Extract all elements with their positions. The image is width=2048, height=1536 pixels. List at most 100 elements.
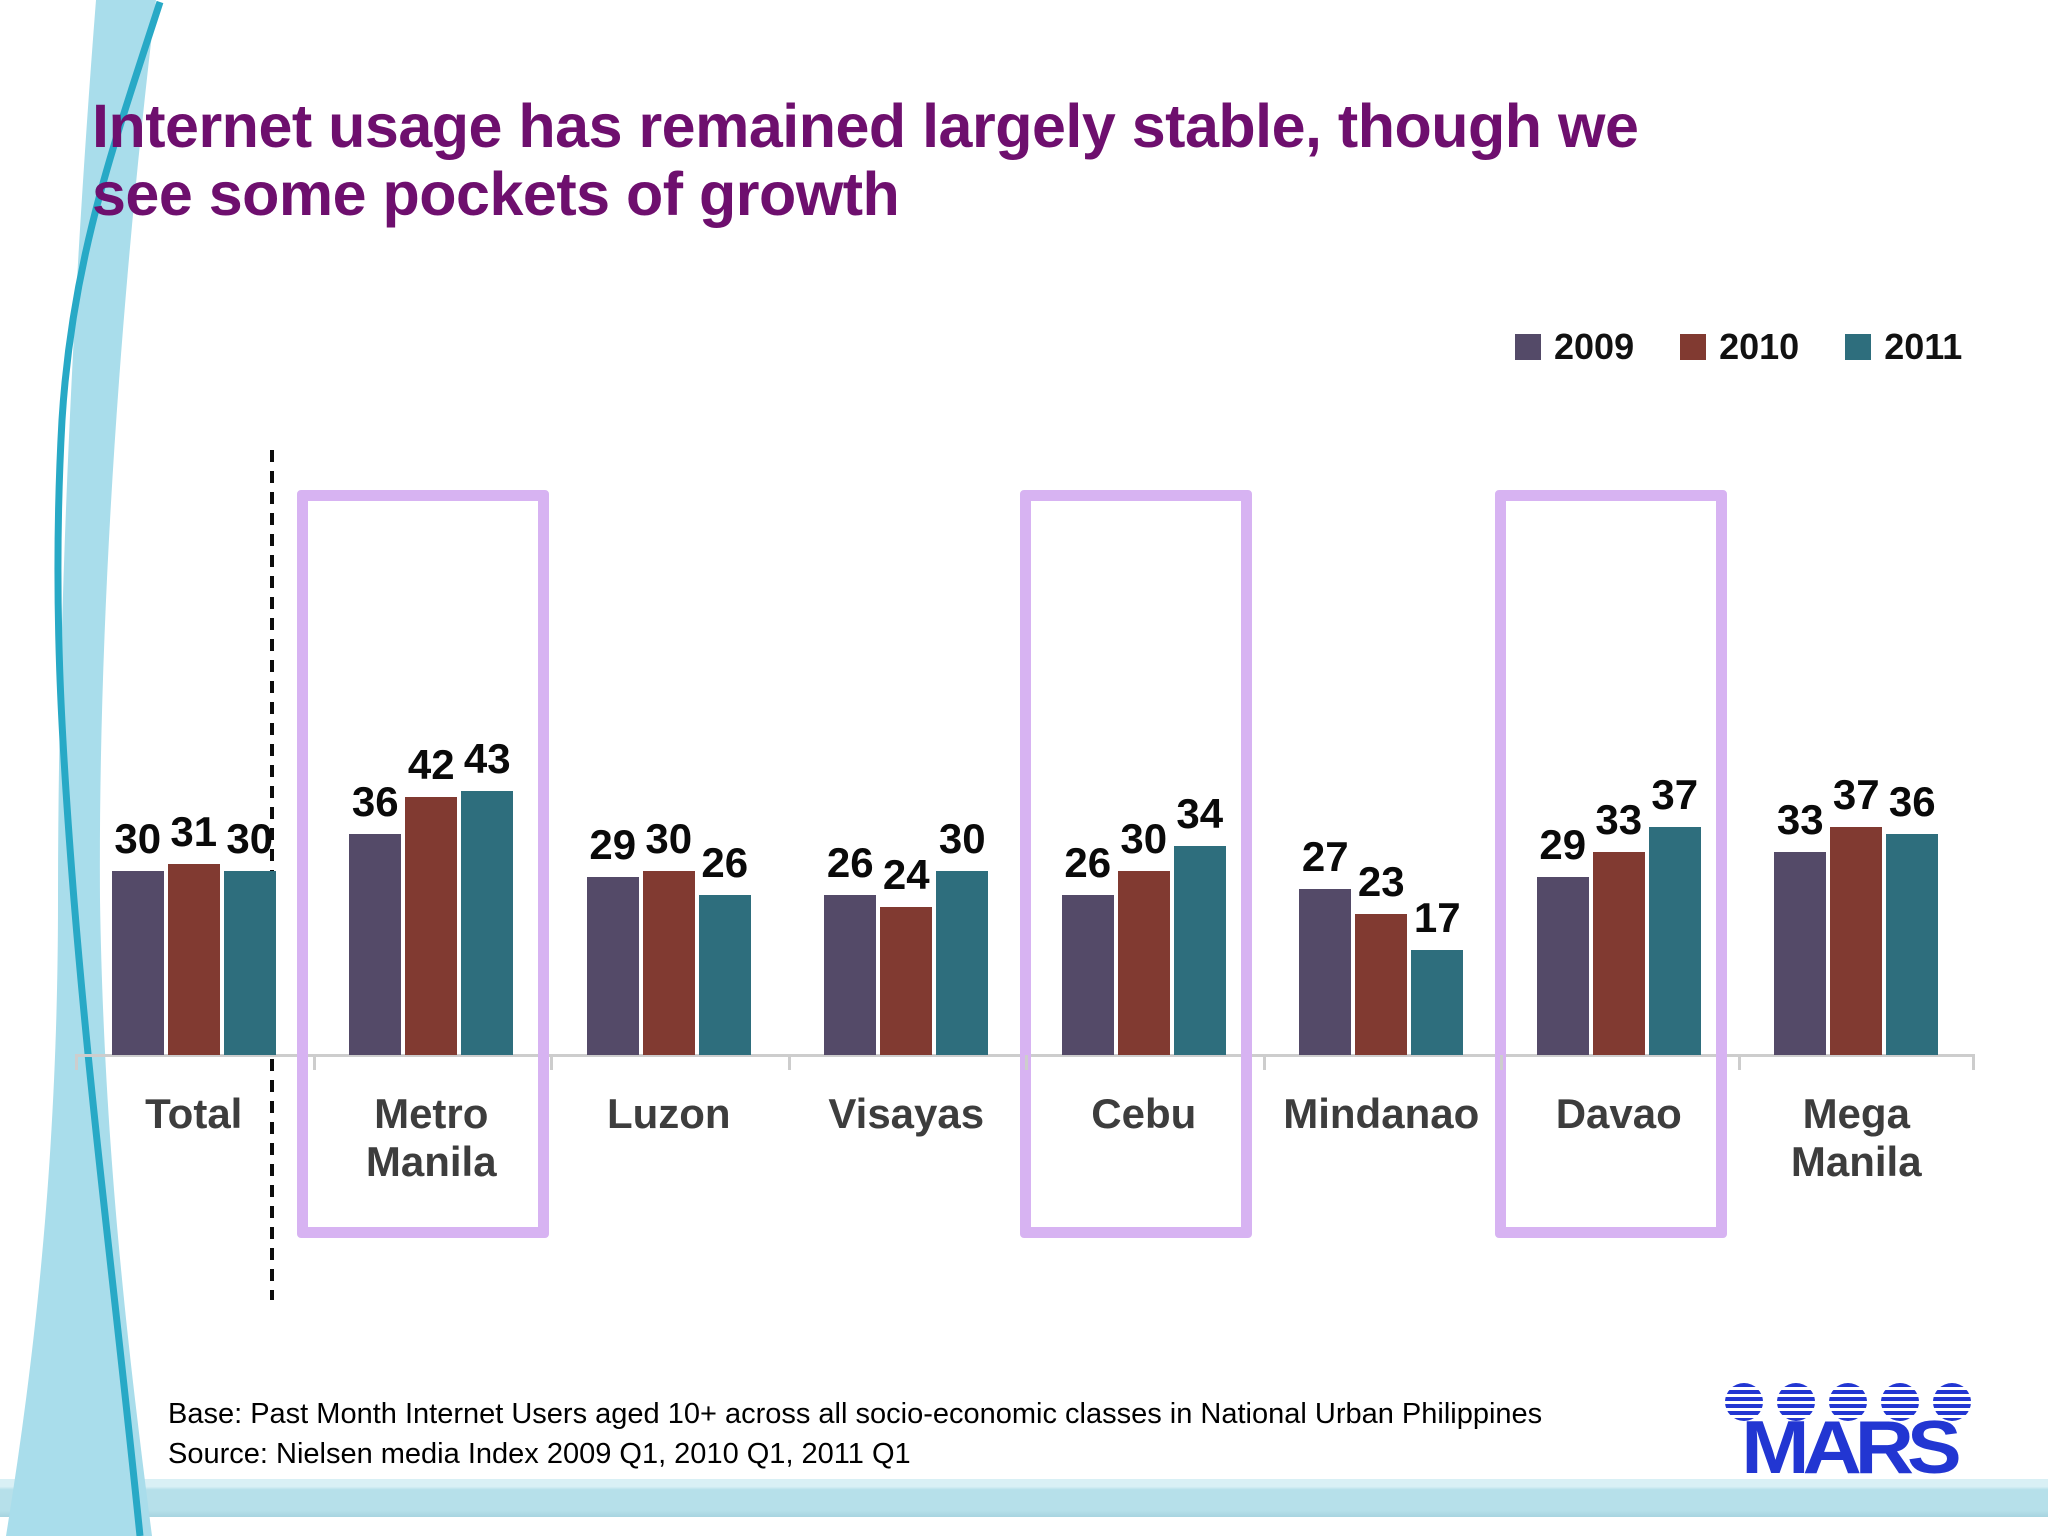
value-label: 31	[170, 808, 218, 856]
value-label: 30	[645, 814, 693, 862]
logo-head-circle-icon	[1933, 1383, 1971, 1421]
category-label-mega-manila: Mega Manila	[1790, 1090, 1922, 1185]
logo-head-circle-icon	[1777, 1383, 1815, 1421]
chart-group-davao: 29 33 37 Davao	[1500, 450, 1738, 1137]
category-label-total: Total	[145, 1090, 243, 1137]
x-axis-tick	[1025, 1055, 1028, 1070]
chart-group-luzon: 29 30 26 Luzon	[550, 450, 788, 1137]
logo-heads-icon	[1718, 1383, 1978, 1421]
footer-base-note: Base: Past Month Internet Users aged 10+…	[168, 1398, 1543, 1430]
bar-2009-cebu	[1061, 895, 1114, 1055]
value-label: 33	[1595, 796, 1643, 844]
chart-group-mindanao: 27 23 17 Mindanao	[1263, 450, 1501, 1137]
value-label: 29	[589, 820, 637, 868]
legend-label-2009: 2009	[1554, 326, 1635, 367]
bar-2009-mindanao	[1299, 888, 1352, 1055]
footer-notes: Base: Past Month Internet Users aged 10+…	[168, 1394, 1542, 1474]
chart-group-cebu: 26 30 34 Cebu	[1025, 450, 1263, 1137]
x-axis-tick	[1972, 1055, 1975, 1070]
x-axis-tick	[1262, 1055, 1266, 1070]
bar-2011-mindanao	[1411, 950, 1464, 1055]
highlight-box-davao	[1494, 490, 1727, 1238]
slide-title-line1: Internet usage has remained largely stab…	[92, 92, 1639, 160]
value-label: 36	[351, 777, 399, 825]
value-label: 33	[1776, 796, 1824, 844]
category-label-luzon: Luzon	[606, 1090, 731, 1137]
highlight-box-cebu	[1019, 490, 1252, 1238]
bar-2010-mega-manila	[1830, 827, 1883, 1055]
bar-2010-luzon	[642, 870, 695, 1055]
footer-source-note: Source: Nielsen media Index 2009 Q1, 201…	[168, 1438, 911, 1471]
value-label: 29	[1539, 820, 1587, 868]
legend-swatch-2009	[1515, 334, 1541, 360]
value-label: 37	[1651, 771, 1699, 819]
x-axis-tick	[1500, 1055, 1503, 1070]
highlight-box-metro-manila	[297, 490, 550, 1238]
category-label-metro-manila: Metro Manila	[365, 1090, 497, 1185]
chart-legend: 2009 2010 2011	[1515, 326, 1962, 368]
value-label: 27	[1301, 832, 1349, 880]
value-label: 34	[1176, 789, 1224, 837]
value-label: 26	[701, 839, 749, 887]
logo-head-circle-icon	[1881, 1383, 1919, 1421]
value-label: 36	[1888, 777, 1936, 825]
legend-label-2010: 2010	[1719, 326, 1800, 367]
category-label-cebu: Cebu	[1091, 1090, 1197, 1137]
bar-2009-mega-manila	[1774, 852, 1827, 1055]
value-label: 24	[882, 851, 930, 899]
company-logo: MARS	[1718, 1383, 1978, 1485]
value-label: 37	[1832, 771, 1880, 819]
value-label: 23	[1357, 857, 1405, 905]
bar-2009-davao	[1536, 876, 1589, 1055]
legend-swatch-2011	[1845, 334, 1872, 360]
bar-2009-luzon	[586, 876, 639, 1055]
slide-title: Internet usage has remained largely stab…	[92, 92, 1892, 229]
x-axis-tick	[1737, 1055, 1741, 1070]
legend-item-2010: 2010	[1680, 326, 1799, 368]
bar-2011-mega-manila	[1886, 833, 1939, 1055]
logo-head-circle-icon	[1725, 1383, 1763, 1421]
chart-group-visayas: 26 24 30 Visayas	[788, 450, 1026, 1137]
bar-2011-total	[223, 870, 276, 1055]
bar-2010-visayas	[880, 907, 933, 1055]
value-label: 30	[226, 814, 274, 862]
value-label: 30	[938, 814, 986, 862]
category-label-mindanao: Mindanao	[1283, 1090, 1480, 1137]
x-axis-tick	[75, 1055, 78, 1070]
category-label-visayas: Visayas	[828, 1090, 985, 1137]
bar-2010-cebu	[1117, 870, 1170, 1055]
logo-head-circle-icon	[1829, 1383, 1867, 1421]
bar-2011-luzon	[698, 895, 751, 1055]
x-axis-tick	[787, 1055, 791, 1070]
value-label: 26	[1064, 839, 1112, 887]
legend-label-2011: 2011	[1884, 326, 1963, 367]
bar-2009-metro-manila	[349, 833, 402, 1055]
category-label-davao: Davao	[1555, 1090, 1682, 1137]
bar-2011-davao	[1648, 827, 1701, 1055]
x-axis-tick	[312, 1055, 316, 1070]
bar-2010-mindanao	[1355, 913, 1408, 1055]
bar-2011-metro-manila	[461, 790, 514, 1055]
slide-title-line2: see some pockets of growth	[92, 160, 900, 229]
value-label: 17	[1413, 894, 1461, 942]
bar-2009-visayas	[824, 895, 877, 1055]
value-label: 30	[1120, 814, 1168, 862]
bar-2011-visayas	[936, 870, 989, 1055]
chart-group-metro-manila: 36 42 43 Metro Manila	[313, 450, 551, 1185]
bar-2009-total	[111, 870, 164, 1055]
bar-chart: 30 31 30 Total 36 42 43 Metro Manila 29 30 26 Luzon…	[75, 450, 1976, 1300]
legend-item-2011: 2011	[1845, 326, 1962, 368]
chart-group-total: 30 31 30 Total	[75, 450, 313, 1137]
x-axis-tick	[550, 1055, 553, 1070]
chart-group-mega-manila: 33 37 36 Mega Manila	[1738, 450, 1976, 1185]
value-label: 43	[463, 734, 511, 782]
bar-2010-metro-manila	[405, 796, 458, 1055]
logo-wordmark: MARS	[1741, 1405, 1961, 1490]
legend-swatch-2010	[1680, 334, 1707, 360]
value-label: 26	[826, 839, 874, 887]
bar-2010-total	[167, 864, 220, 1055]
value-label: 42	[407, 740, 455, 788]
bar-2010-davao	[1592, 852, 1645, 1055]
legend-item-2009: 2009	[1515, 326, 1634, 368]
